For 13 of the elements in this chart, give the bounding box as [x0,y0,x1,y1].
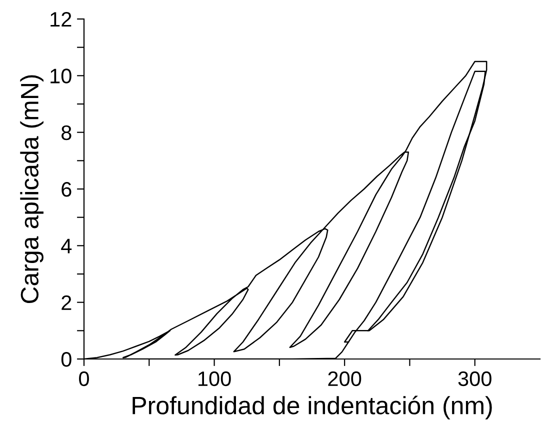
y-tick-label: 0 [61,352,72,367]
x-tick-label: 200 [328,371,362,386]
x-tick-label: 0 [79,371,89,386]
x-tick-label: 100 [198,371,231,386]
x-axis-title: Profundidad de indentación (nm) [132,396,492,420]
y-tick-label: 2 [62,295,72,310]
y-tick-label: 12 [50,12,72,27]
y-axis-title: Carga aplicada (mN) [20,75,44,304]
y-tick-label: 6 [62,182,72,197]
y-tick-label: 10 [50,68,72,84]
y-tick-label: 8 [62,125,72,140]
x-tick-label: 300 [458,371,492,386]
y-tick-label: 4 [61,238,72,254]
